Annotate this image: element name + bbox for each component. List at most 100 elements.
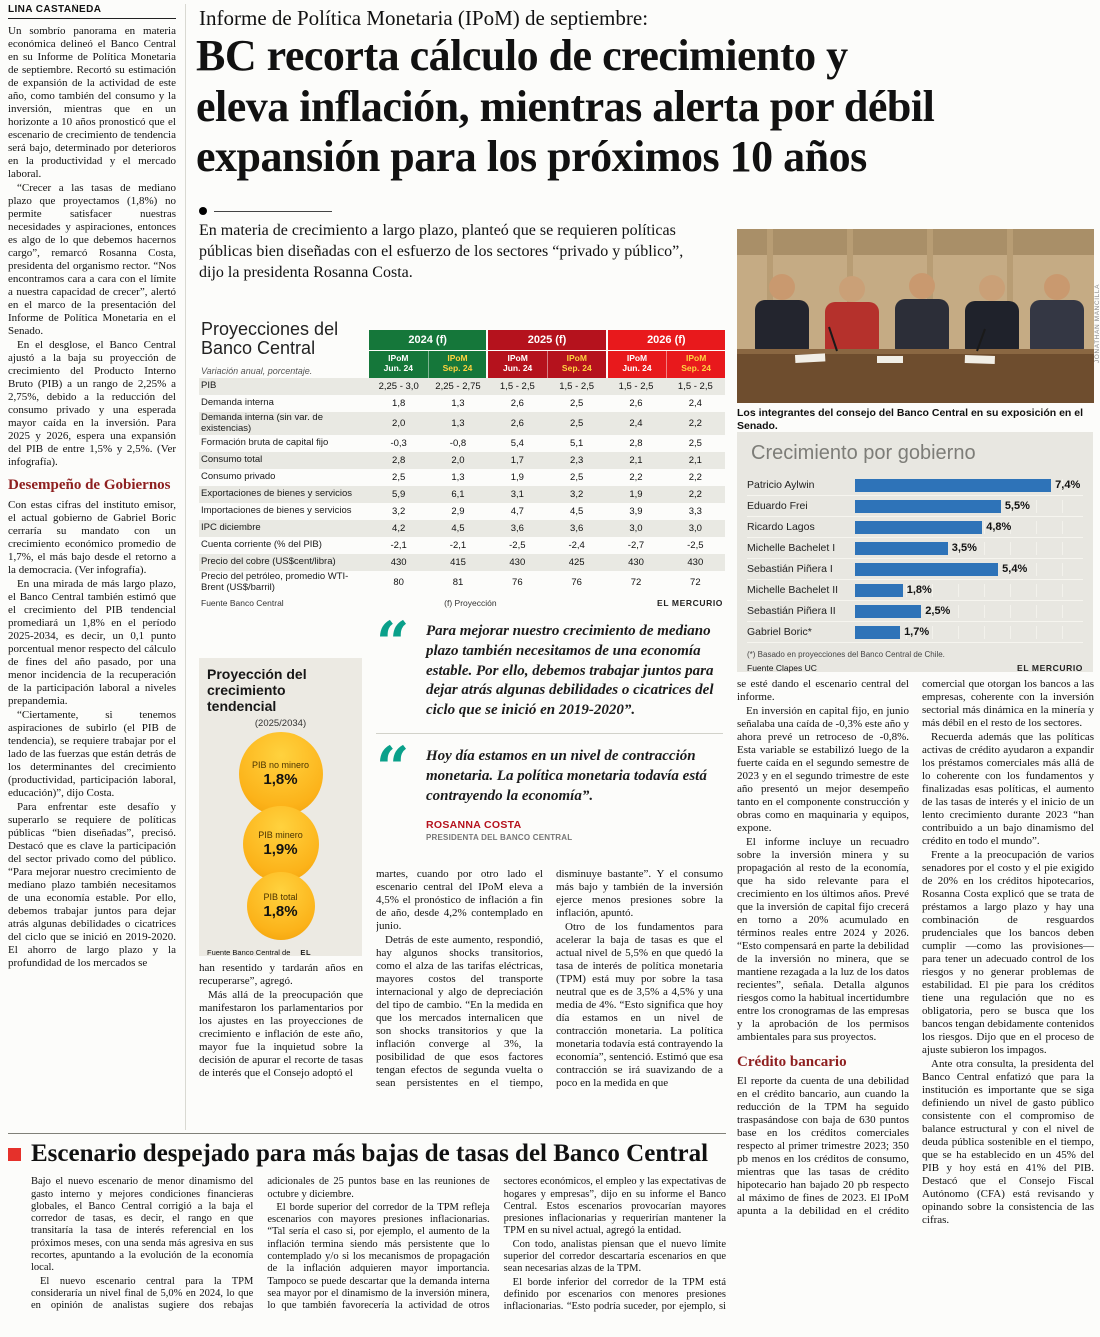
cell-value: 72 (630, 577, 642, 589)
cell-value: 415 (450, 557, 466, 569)
tendencial-source: Fuente Banco Central de Chile (207, 948, 291, 956)
ipom-column-header: IPoM Sep. 24 (427, 351, 487, 378)
table-row: Demanda interna 1,8 1,3 2,6 2,5 2,6 2,4 (199, 395, 725, 412)
cell-value: 430 (687, 557, 704, 569)
headline-line-2: eleva inflación, mientras alerta por déb… (196, 81, 935, 131)
cell-value: -0,8 (449, 438, 467, 450)
cell-value: 1,7 (510, 455, 524, 467)
cell-value: 2,1 (688, 455, 702, 467)
gov-growth-chart: Crecimiento por gobierno Patricio Aylwin… (737, 432, 1093, 673)
lead-paragraph: En materia de crecimiento a largo plazo,… (199, 222, 684, 281)
bottom-headline: Escenario despejado para más bajas de ta… (8, 1140, 726, 1167)
table-note: (f) Proyección (444, 598, 497, 609)
bubble-label: PIB total (263, 891, 298, 902)
ipom-column-header: IPoM Sep. 24 (666, 351, 725, 378)
cell-value: 2,3 (570, 455, 584, 467)
paragraph: Con todo, analistas piensan que el nuevo… (503, 1238, 726, 1275)
row-label: Precio del petróleo, promedio WTI-Brent … (201, 571, 349, 593)
paragraph: En el desglose, el Banco Central ajustó … (8, 339, 176, 468)
cell-value: 2,5 (570, 397, 584, 409)
cell-value: 1,3 (451, 397, 465, 409)
bar-label: Eduardo Frei (747, 500, 808, 512)
bar-track: 2,5% (855, 604, 1083, 618)
bar-value: 3,5% (951, 542, 977, 554)
tendencial-source-row: Fuente Banco Central de Chile EL MERCURI… (207, 948, 354, 956)
bar (855, 562, 999, 576)
paragraph: El borde superior del corredor de la TPM… (267, 1176, 726, 1312)
cell-value: 430 (390, 557, 407, 569)
cell-value: 430 (509, 557, 526, 569)
table-footer: Fuente Banco Central (f) Proyección EL M… (199, 598, 725, 608)
left-rail-column: LINA CASTAÑEDA Un sombrío panorama en ma… (8, 4, 186, 1130)
rule-line (214, 210, 332, 212)
bar-value: 4,8% (986, 521, 1012, 533)
quote-text: Para mejorar nuestro crecimiento de medi… (426, 623, 714, 719)
row-label: Demanda interna (sin var. de existencias… (201, 411, 323, 434)
cell-value: 76 (512, 577, 523, 589)
projections-table-body: PIB 2,25 - 3,0 2,25 - 2,75 1,5 - 2,5 1,5 - 2… (199, 377, 725, 595)
bar (855, 499, 1001, 513)
cell-value: 2,1 (629, 455, 643, 467)
cell-value: 5,9 (392, 489, 406, 501)
cell-value: -0,3 (390, 438, 407, 450)
gov-chart-row: Gabriel Boric* 1,7% (747, 622, 1083, 643)
cell-value: -2,1 (449, 540, 467, 552)
cell-value: 2,5 (570, 472, 584, 484)
subheader-group: IPoM Jun. 24 IPoM Sep. 24 (607, 351, 725, 378)
bubble-label: PIB minero (258, 829, 303, 840)
cell-value: 5,4 (510, 438, 524, 450)
pull-quote-1: “ Para mejorar nuestro crecimiento de me… (376, 614, 723, 734)
cell-value: 76 (571, 577, 582, 589)
right-body-columns: se esté dando el escenario central del i… (737, 678, 1094, 1333)
row-label: Exportaciones de bienes y servicios (201, 488, 353, 500)
paragraph: Bajo el nuevo escenario de menor dinamis… (31, 1176, 254, 1274)
cell-value: -2,1 (390, 540, 407, 552)
left-rail-text-top: Un sombrío panorama en materia económica… (8, 25, 176, 469)
paragraph: Con estas cifras del instituto emisor, e… (8, 498, 176, 576)
pull-quote-2: “ Hoy día estamos en un nivel de contrac… (376, 739, 723, 806)
table-row: Cuenta corriente (% del PIB) -2,1 -2,1 -2,5… (199, 537, 725, 554)
cell-value: -2,5 (509, 540, 526, 552)
paragraph: “Ciertamente, si tenemos aspiraciones de… (8, 708, 176, 799)
pull-quotes: “ Para mejorar nuestro crecimiento de me… (376, 614, 723, 843)
table-row: Precio del cobre (US$cent/libra) 430 415 43… (199, 554, 725, 572)
bar (855, 478, 1052, 492)
cell-value: 1,5 - 2,5 (618, 380, 654, 392)
chart-title: Crecimiento por gobierno (751, 442, 976, 464)
bubble-value: 1,8% (263, 902, 298, 920)
paragraph: El nuevo escenario central para la TPM c… (31, 1176, 490, 1312)
cell-value: 2,9 (451, 506, 465, 518)
paragraph: El borde inferior del corredor de la TPM… (503, 1276, 726, 1313)
bar-track: 5,5% (855, 499, 1083, 513)
year-header: 2026 (f) (607, 330, 725, 351)
table-row: Importaciones de bienes y servicios 3,2 2,… (199, 503, 725, 520)
row-label: Importaciones de bienes y servicios (201, 505, 352, 517)
ipom-column-header: IPoM Jun. 24 (383, 353, 413, 374)
table-credit: EL MERCURIO (657, 598, 723, 609)
subheader-group: IPoM Jun. 24 IPoM Sep. 24 (488, 351, 606, 378)
cell-value: 2,8 (392, 455, 406, 467)
paragraph: “Crecer a las tasas de mediano plazo que… (8, 182, 176, 337)
row-label: Precio del cobre (US$cent/libra) (201, 556, 336, 568)
headline-line-1: BC recorta cálculo de crecimiento y (196, 31, 848, 80)
bar-label: Sebastián Piñera I (747, 563, 833, 575)
cell-value: 2,2 (688, 418, 702, 429)
cell-value: 3,6 (510, 523, 524, 535)
bar-track: 1,8% (855, 583, 1083, 597)
cell-value: 1,5 - 2,5 (677, 380, 713, 392)
cell-value: 3,0 (688, 523, 702, 535)
table-row: Consumo privado 2,5 1,3 1,9 2,5 2,2 2,2 (199, 469, 725, 486)
row-label: Demanda interna (201, 397, 274, 409)
cell-value: 2,2 (688, 489, 702, 501)
quote-author-role: PRESIDENTA DEL BANCO CENTRAL (426, 833, 573, 843)
article-continuation-column: han resentido y tardarán años en recuper… (199, 962, 363, 1132)
quote-icon: “ (376, 609, 410, 677)
paragraph: Frente a la preocupación de varios senad… (922, 849, 1094, 1056)
bar-track: 1,7% (855, 625, 1083, 639)
bar-label: Michelle Bachelet I (747, 542, 836, 554)
table-row: Consumo total 2,8 2,0 1,7 2,3 2,1 2,1 (199, 452, 725, 470)
cell-value: 2,6 (510, 418, 524, 429)
cell-value: 1,3 (451, 418, 465, 429)
table-row: Exportaciones de bienes y servicios 5,9 6,… (199, 486, 725, 504)
bubble-value: 1,8% (263, 770, 298, 788)
